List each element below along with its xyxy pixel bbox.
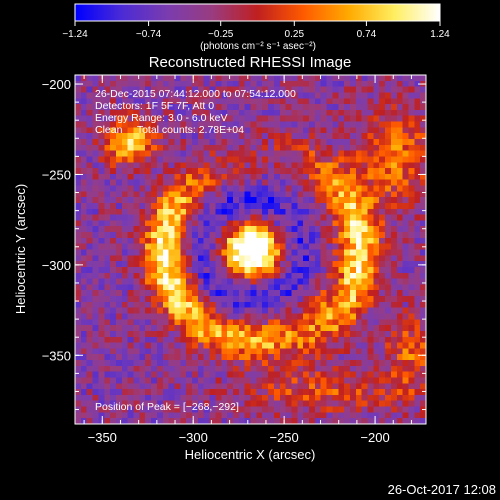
colorbar-tick-label: 1.24 <box>430 29 450 40</box>
y-tick-label: −350 <box>42 348 71 363</box>
observation-info: 26-Dec-2015 07:44:12.000 to 07:54:12.000… <box>95 88 296 136</box>
x-tick-label: −250 <box>269 430 298 445</box>
y-axis-title: Heliocentric Y (arcsec) <box>13 184 28 314</box>
y-tick-label: −200 <box>42 77 71 92</box>
colorbar: −1.24 −0.74 −0.25 0.25 0.74 1.24 (photons cm⁻… <box>62 3 450 52</box>
colorbar-tick-label: −0.74 <box>136 29 162 40</box>
x-tick-label: −200 <box>360 430 389 445</box>
colorbar-frame <box>74 3 441 22</box>
peak-position-label: Position of Peak = [−268,−292] <box>95 401 239 413</box>
y-tick-label: −300 <box>42 258 71 273</box>
colorbar-tick-label: −1.24 <box>62 29 88 40</box>
info-line: 26-Dec-2015 07:44:12.000 to 07:54:12.000 <box>95 88 296 100</box>
y-axis: −200 −250 −300 −350 <box>42 77 426 411</box>
colorbar-units: (photons cm⁻² s⁻¹ asec⁻²) <box>200 41 316 52</box>
x-axis-title: Heliocentric X (arcsec) <box>185 447 316 462</box>
colorbar-tick-label: 0.74 <box>357 29 377 40</box>
chart-title: Reconstructed RHESSI Image <box>149 54 352 71</box>
heatmap-area <box>75 75 426 424</box>
info-line: Detectors: 1F 5F 7F, Att 0 <box>95 100 214 112</box>
info-line: Energy Range: 3.0 - 6.0 keV <box>95 112 228 124</box>
heatmap-image <box>75 75 426 424</box>
footer-timestamp: 26-Oct-2017 12:08 <box>388 482 496 497</box>
info-line: Clean Total counts: 2.78E+04 <box>95 124 244 136</box>
colorbar-ticks: −1.24 −0.74 −0.25 0.25 0.74 1.24 <box>62 21 450 40</box>
y-tick-label: −250 <box>42 167 71 182</box>
x-tick-label: −350 <box>88 430 117 445</box>
colorbar-tick-label: −0.25 <box>208 29 234 40</box>
colorbar-tick-label: 0.25 <box>285 29 305 40</box>
x-tick-label: −300 <box>179 430 208 445</box>
colorbar-gradient <box>75 4 440 21</box>
x-axis: −350 −300 −250 −200 <box>83 75 412 445</box>
plot-frame <box>74 74 427 425</box>
